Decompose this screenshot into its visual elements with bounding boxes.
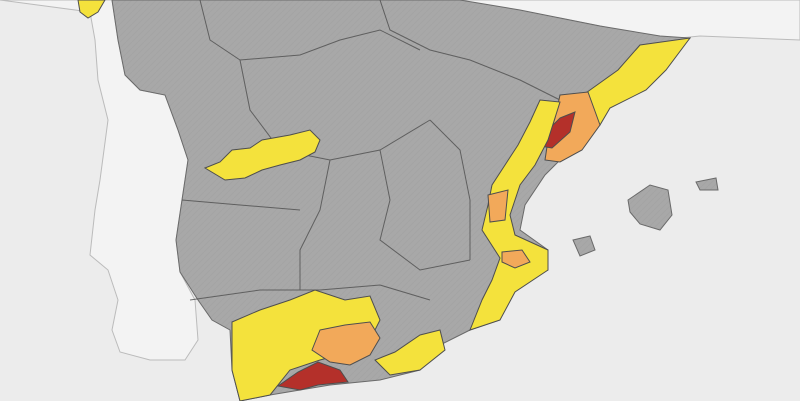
- valencia-inland: [501, 249, 531, 269]
- warning-areas: [77, 0, 692, 401]
- central-system: [203, 129, 321, 181]
- murcia-coast: [374, 329, 446, 376]
- malaga-coast: [276, 361, 349, 391]
- castellon-inland: [487, 189, 509, 223]
- galicia-coast: [77, 0, 106, 19]
- menorca-island: [695, 177, 719, 191]
- valencia-coast: [469, 99, 561, 331]
- granada-almeria: [311, 321, 381, 366]
- ibiza-island: [572, 235, 596, 257]
- mallorca-island: [627, 184, 673, 231]
